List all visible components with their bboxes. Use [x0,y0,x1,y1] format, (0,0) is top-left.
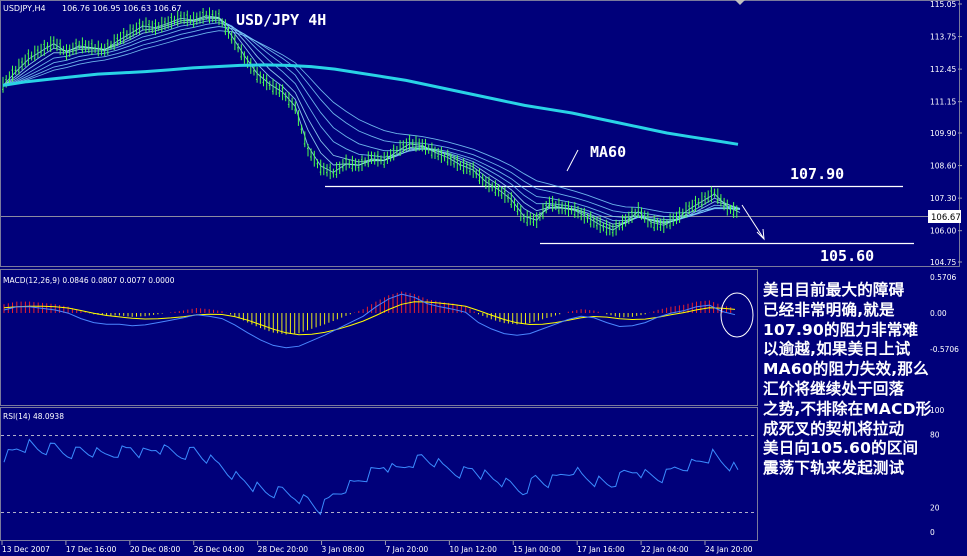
ma-line [2,17,741,225]
price-tick-label: 111.15 [930,98,956,107]
projection-arrowhead [756,228,765,241]
analysis-note: 美日目前最大的障碍 已经非常明确,就是 107.90的阻力非常难 以逾越,如果美… [763,281,932,478]
time-tick-label: 3 Jan 08:00 [322,545,365,554]
time-tick-label: 17 Dec 16:00 [66,545,117,554]
time-tick-label: 22 Jan 04:00 [641,545,689,554]
ma-line [2,30,741,214]
macd-main-line [3,293,736,349]
time-tick-label: 15 Jan 00:00 [513,545,561,554]
macd-tick-label: 0.5706 [930,273,956,282]
chart-heading: USD/JPY 4H [236,11,326,29]
rsi-pane-frame [0,407,758,541]
price-bars [2,7,738,237]
time-tick-label: 13 Dec 2007 [2,545,50,554]
current-price-tag [928,210,961,223]
rsi-tick-label: 20 [930,504,940,513]
projection-arrow [741,204,765,240]
time-tick-label: 17 Jan 16:00 [577,545,625,554]
macd-tick-label: 0.00 [930,309,947,318]
price-tick-label: 107.30 [930,194,956,203]
rsi-axis: 100 80 20 0 [930,406,945,537]
time-tick-label: 28 Dec 20:00 [258,545,309,554]
support-label: 105.60 [820,247,874,265]
price-tick-label: 113.75 [930,33,956,42]
moving-average-bundle [2,15,741,231]
rsi-line [3,438,739,516]
time-tick-label: 26 Dec 04:00 [194,545,245,554]
price-tick-label: 108.60 [930,162,956,171]
price-tick-label: 104.75 [930,258,956,267]
ma60-line [2,63,739,146]
macd-pane-frame [0,269,758,406]
price-tick-label: 112.45 [930,65,956,74]
symbol-title: USDJPY,H4 [3,4,46,13]
ma60-pointer [566,149,579,172]
ma-line [2,15,741,231]
price-axis: 115.05 113.75 112.45 111.15 109.90 108.60 107.… [930,0,962,267]
ohlc-readout: 106.76 106.95 106.63 106.67 [62,4,182,13]
price-tick-label: 109.90 [930,129,956,138]
price-tick-label: 115.05 [930,0,956,9]
macd-title: MACD(12,26,9) 0.0846 0.0807 0.0077 0.000… [3,276,175,285]
rsi-tick-label: 100 [930,406,945,415]
chart-shift-marker [735,0,745,5]
rsi-title: RSI(14) 48.0938 [3,412,64,421]
time-axis: 13 Dec 2007 17 Dec 16:00 20 Dec 08:00 26 De… [1,541,753,554]
time-tick-label: 24 Jan 20:00 [705,545,753,554]
rsi-series-line [3,438,739,516]
time-tick-label: 10 Jan 12:00 [449,545,497,554]
macd-tick-label: -0.5706 [930,345,959,354]
current-price-text: 106.67 [931,213,961,223]
ma-line [2,26,741,218]
ma-line [2,19,741,222]
resistance-label: 107.90 [790,165,844,183]
time-tick-label: 7 Jan 20:00 [385,545,428,554]
macd-axis: 0.5706 0.00 -0.5706 [930,273,959,354]
macd-lines [3,293,736,349]
price-tick-label: 106.00 [930,227,956,236]
ma-line [2,22,741,221]
ma60-label: MA60 [590,143,626,161]
ma60-layer [2,63,739,146]
time-tick-label: 20 Dec 08:00 [130,545,181,554]
macd-signal-line [3,301,736,336]
rsi-tick-label: 80 [930,430,940,439]
rsi-tick-label: 0 [930,528,935,537]
macd-circle-annotation [720,292,754,338]
